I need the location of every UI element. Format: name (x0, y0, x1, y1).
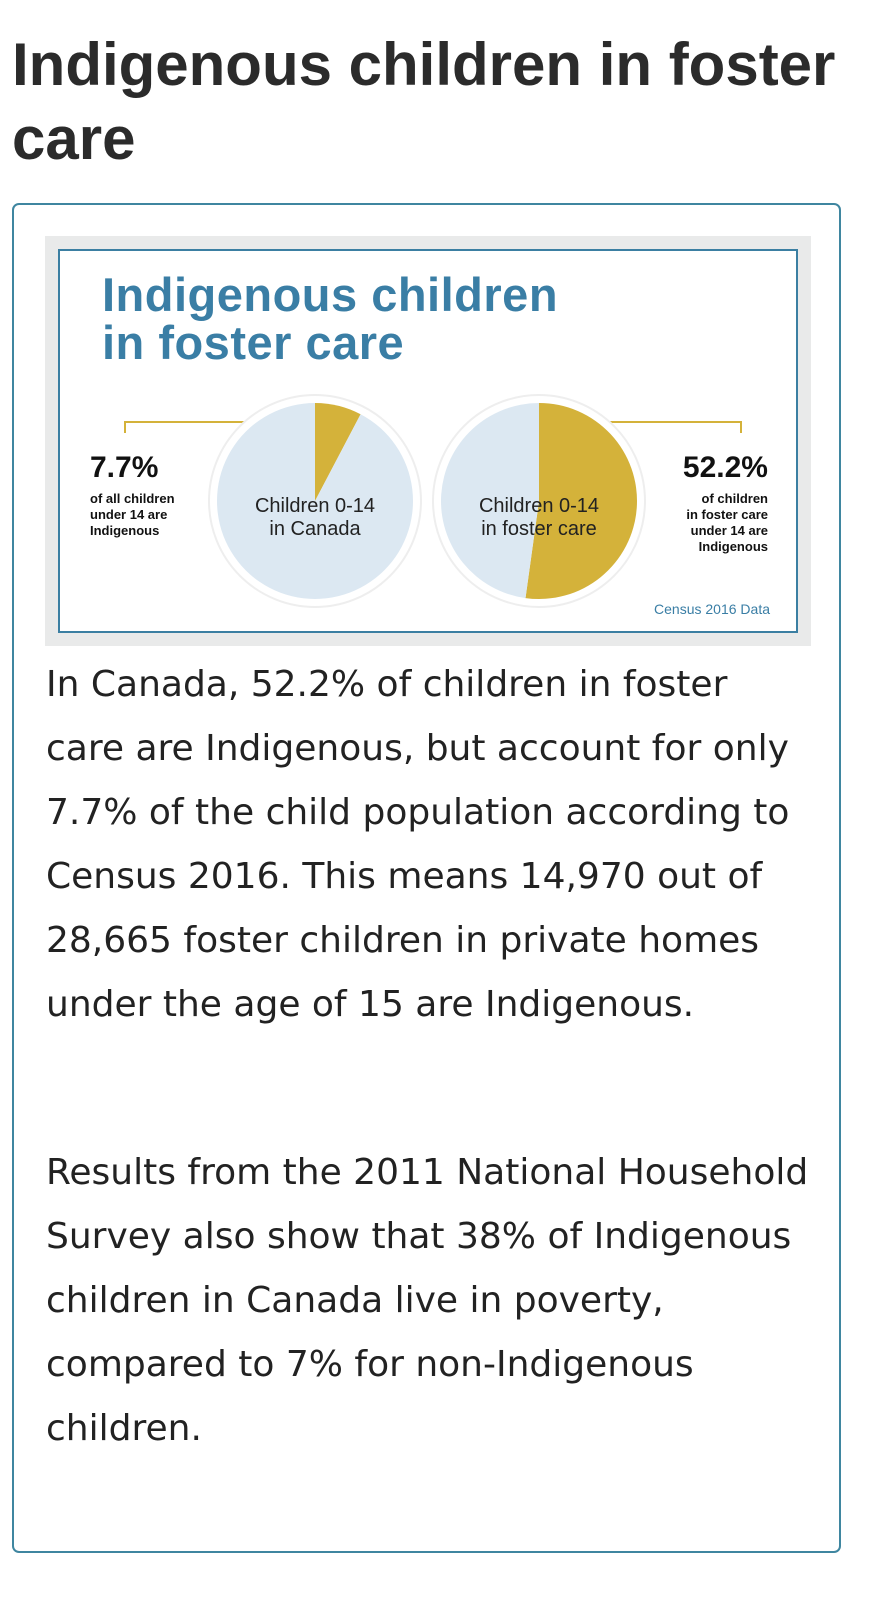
desc-line: under 14 are (90, 507, 168, 522)
right-stat-desc: of children in foster care under 14 are … (686, 491, 768, 555)
paragraph-2: Results from the 2011 National Household… (46, 1152, 809, 1449)
pie-slice-non-indigenous (441, 403, 539, 599)
right-stat: 52.2% (682, 451, 768, 484)
desc-line: of all children (90, 491, 175, 506)
infographic-frame: Indigenous children in foster care 7.7% … (58, 249, 798, 633)
desc-line: under 14 are (690, 523, 768, 538)
desc-line: Indigenous (90, 523, 160, 538)
content-card (12, 203, 841, 1553)
infographic-title-line: Indigenous children (102, 268, 559, 321)
pie-slice-non-indigenous (217, 403, 413, 599)
pie-slice-indigenous (315, 403, 361, 501)
infographic-title: Indigenous children in foster care (102, 271, 558, 367)
left-pie-label: Children 0-14 in Canada (225, 495, 405, 541)
paragraph-1: In Canada, 52.2% of children in foster c… (46, 664, 790, 1025)
infographic: Indigenous children in foster care 7.7% … (45, 236, 811, 646)
desc-line: of children (701, 491, 768, 506)
right-pie-label: Children 0-14 in foster care (449, 495, 629, 541)
label-line: in foster care (481, 518, 597, 540)
infographic-title-line: in foster care (102, 316, 405, 369)
left-stat-desc: of all children under 14 are Indigenous (90, 491, 175, 539)
label-line: Children 0-14 (254, 495, 376, 517)
desc-line: Indigenous (698, 539, 768, 554)
pie-slice-indigenous (525, 403, 638, 599)
desc-line: in foster care (686, 507, 768, 522)
label-line: in Canada (269, 518, 361, 540)
label-line: Children 0-14 (478, 495, 600, 517)
pie-charts (124, 394, 742, 608)
source-note: Census 2016 Data (654, 601, 770, 617)
left-stat: 7.7% (90, 451, 159, 484)
page-title: Indigenous children in foster care (12, 31, 836, 172)
